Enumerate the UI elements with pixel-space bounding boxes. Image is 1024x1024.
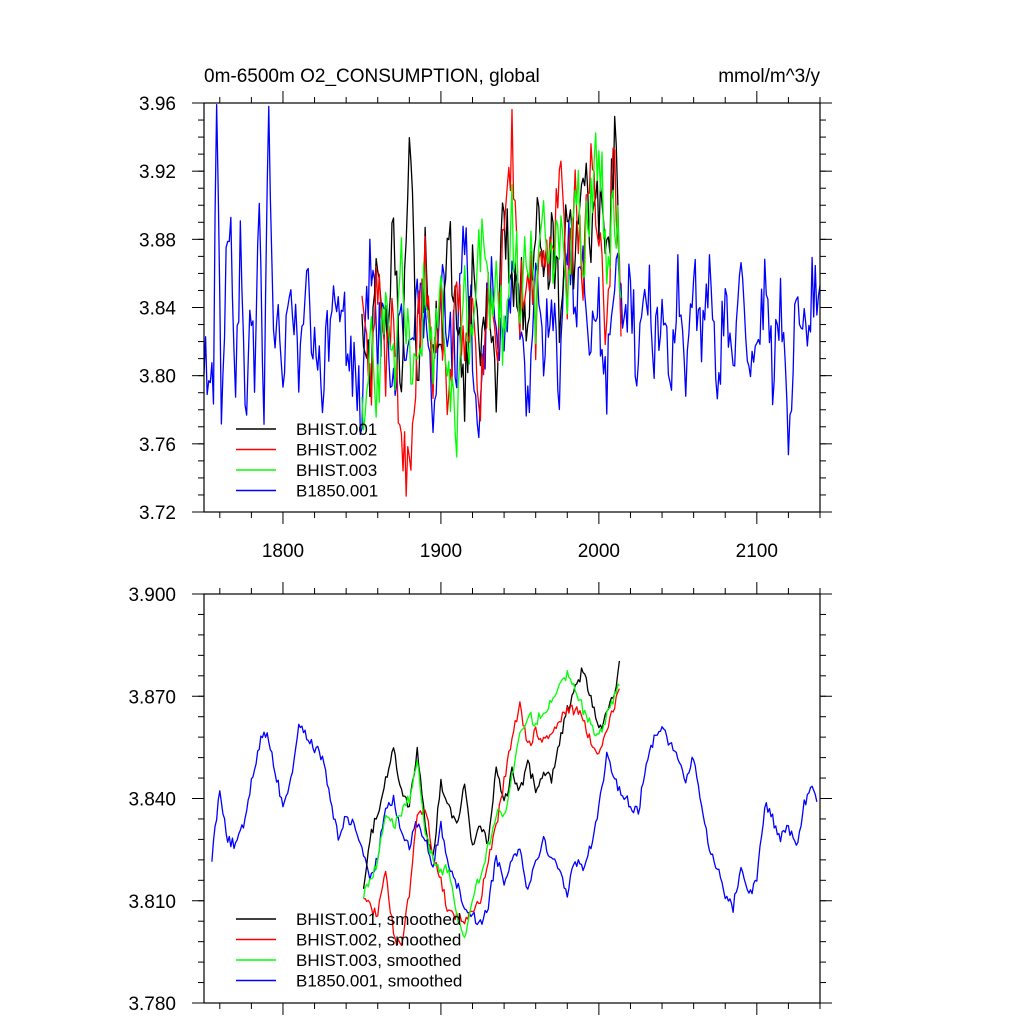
top-y-tick-label: 3.76 — [139, 435, 176, 456]
top-y-tick-label: 3.80 — [139, 367, 176, 388]
bot-series-bhist-002-smoothed — [363, 688, 621, 946]
bottom-series-group — [211, 660, 818, 946]
bot-y-tick-label: 3.780 — [128, 994, 176, 1015]
top-legend-label: BHIST.001 — [296, 420, 377, 439]
top-y-tick-label: 3.88 — [139, 230, 176, 251]
top-series-bhist-001 — [361, 115, 622, 422]
top-legend-label: B1850.001 — [296, 482, 378, 501]
top-panel-title: 0m-6500m O2_CONSUMPTION, global — [204, 66, 540, 87]
top-y-tick-label: 3.96 — [139, 94, 176, 115]
top-legend-label: BHIST.002 — [296, 441, 377, 460]
top-y-tick-label: 3.84 — [139, 299, 176, 320]
bot-y-tick-label: 3.810 — [128, 892, 176, 913]
bot-y-tick-label: 3.840 — [128, 790, 176, 811]
bot-legend-label: BHIST.003, smoothed — [296, 951, 461, 970]
top-x-tick-label: 1800 — [262, 541, 304, 562]
top-panel: 0m-6500m O2_CONSUMPTION, global mmol/m^3… — [139, 66, 832, 562]
bot-series-b1850-001-smoothed — [211, 723, 818, 926]
top-y-tick-label: 3.72 — [139, 503, 176, 524]
bot-y-tick-label: 3.870 — [128, 687, 176, 708]
top-x-tick-label: 2000 — [578, 541, 620, 562]
bottom-legend: BHIST.001, smoothed BHIST.002, smoothedBH… — [236, 910, 462, 991]
top-panel-units: mmol/m^3/y — [718, 66, 820, 87]
bot-series-bhist-001-smoothed — [362, 660, 621, 889]
top-legend-label: BHIST.003 — [296, 461, 377, 480]
top-x-tick-label: 1900 — [420, 541, 462, 562]
top-y-tick-label: 3.92 — [139, 162, 176, 183]
top-series-b1850-001 — [203, 104, 821, 456]
bot-legend-label: B1850.001, smoothed — [296, 972, 462, 991]
bot-series-bhist-003-smoothed — [362, 669, 620, 938]
bot-legend-label: BHIST.002, smoothed — [296, 931, 461, 950]
top-axes: 3.72 3.76 3.80 3.84 3.88 3.92 3.96 1800 1900 2000… — [139, 91, 832, 562]
bot-y-tick-label: 3.900 — [128, 585, 176, 606]
bottom-axes: 3.780 3.810 3.840 3.870 3.900 — [128, 582, 832, 1015]
top-series-group — [203, 104, 821, 497]
top-series-bhist-003 — [361, 132, 622, 458]
top-x-tick-label: 2100 — [736, 541, 778, 562]
bot-legend-label: BHIST.001, smoothed — [296, 910, 461, 929]
bottom-panel: 3.780 3.810 3.840 3.870 3.900 BHIST.001, smo… — [128, 582, 832, 1015]
